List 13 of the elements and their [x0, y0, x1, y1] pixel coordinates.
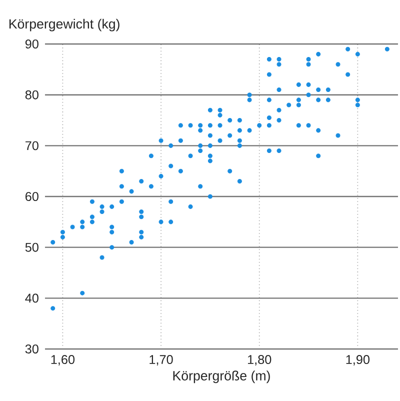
y-tick-label: 60	[26, 192, 38, 201]
x-axis-title: Körpergröße (m)	[173, 370, 270, 384]
y-tick-label: 40	[25, 294, 38, 303]
y-tick-label: 80	[25, 90, 38, 100]
x-tick-label: 1,80	[248, 355, 272, 366]
y-tick-label: 70	[26, 141, 38, 150]
x-tick-label: 1,90	[346, 355, 370, 366]
x-tick-label: 1,70	[150, 355, 173, 366]
x-tick-label: 1,60	[51, 355, 75, 366]
y-tick-label: 90	[25, 40, 38, 48]
y-tick-label: 30	[25, 344, 38, 354]
y-axis-title: Körpergewicht (kg)	[9, 18, 120, 32]
y-tick-label: 50	[25, 242, 38, 252]
